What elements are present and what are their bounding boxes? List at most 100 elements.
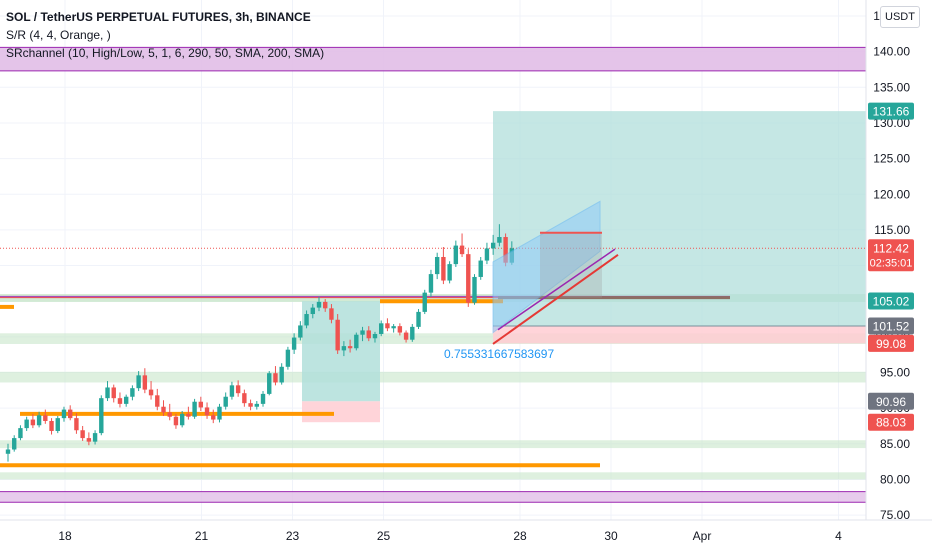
candle[interactable]	[167, 403, 172, 421]
candle[interactable]	[80, 425, 85, 441]
candle-body	[117, 398, 123, 404]
candle[interactable]	[441, 247, 446, 285]
candle[interactable]	[55, 415, 60, 434]
symbol-title[interactable]: SOL / TetherUS PERPETUAL FUTURES, 3h, BI…	[6, 10, 311, 24]
candle[interactable]	[267, 371, 272, 396]
candle[interactable]	[142, 368, 148, 394]
candle[interactable]	[434, 252, 440, 280]
time-axis[interactable]: 18 21 23 25 28 30 Apr 4	[0, 519, 932, 550]
candle[interactable]	[466, 249, 471, 307]
candle-body	[86, 438, 92, 442]
candle[interactable]	[304, 310, 309, 329]
candle-body	[18, 428, 23, 439]
candle[interactable]	[453, 240, 459, 267]
candle[interactable]	[92, 430, 98, 445]
candle-body	[198, 401, 204, 408]
candle[interactable]	[497, 224, 502, 247]
candle[interactable]	[472, 274, 477, 305]
candle[interactable]	[397, 323, 403, 336]
candle[interactable]	[422, 289, 427, 315]
candle[interactable]	[229, 381, 235, 400]
candle[interactable]	[242, 389, 247, 407]
candle[interactable]	[217, 403, 222, 423]
candle-body	[80, 430, 85, 439]
candle[interactable]	[117, 392, 123, 408]
candle[interactable]	[204, 402, 210, 419]
candle[interactable]	[341, 341, 347, 357]
indicator-srchannel[interactable]: SRchannel (10, High/Low, 5, 1, 6, 290, 5…	[6, 46, 325, 60]
candle[interactable]	[279, 363, 284, 385]
candle[interactable]	[285, 346, 291, 370]
candle[interactable]	[5, 443, 11, 462]
candle[interactable]	[186, 406, 191, 420]
candle[interactable]	[366, 326, 371, 342]
candle[interactable]	[385, 318, 390, 332]
candle-body	[397, 326, 403, 333]
candle[interactable]	[478, 256, 483, 280]
candle[interactable]	[111, 384, 116, 403]
candle[interactable]	[74, 413, 79, 434]
candle[interactable]	[161, 400, 166, 416]
candle[interactable]	[68, 405, 73, 421]
candle[interactable]	[223, 392, 228, 410]
candle[interactable]	[105, 381, 110, 402]
candle[interactable]	[179, 411, 185, 428]
annotation-ratio-text: 0.755331667583697	[444, 347, 554, 361]
candle[interactable]	[123, 394, 129, 407]
candle[interactable]	[490, 234, 496, 255]
candle[interactable]	[298, 321, 303, 341]
candle[interactable]	[148, 381, 154, 400]
candle[interactable]	[416, 309, 421, 330]
candle[interactable]	[459, 233, 465, 257]
candle[interactable]	[447, 261, 452, 284]
candle[interactable]	[173, 413, 179, 429]
candle[interactable]	[360, 326, 365, 342]
candle[interactable]	[130, 385, 135, 401]
candle[interactable]	[310, 304, 315, 319]
candle[interactable]	[49, 418, 54, 435]
candle[interactable]	[347, 339, 353, 353]
candle[interactable]	[316, 296, 322, 312]
candle[interactable]	[211, 409, 216, 424]
candle[interactable]	[30, 413, 36, 429]
candle[interactable]	[391, 324, 396, 333]
candle[interactable]	[36, 411, 42, 428]
candle[interactable]	[136, 371, 141, 392]
candle-body	[148, 389, 154, 396]
candle[interactable]	[86, 432, 92, 446]
candle-body	[5, 449, 11, 454]
candle[interactable]	[410, 324, 415, 342]
candle[interactable]	[155, 388, 160, 411]
candle[interactable]	[329, 304, 334, 324]
candle[interactable]	[291, 333, 297, 354]
candle[interactable]	[43, 409, 48, 424]
price-axis[interactable]: 75.0080.0085.0090.0095.00100.00105.00110…	[865, 0, 932, 522]
candle-body	[372, 333, 378, 339]
candle-body	[248, 403, 253, 407]
candle[interactable]	[235, 380, 241, 397]
candle[interactable]	[198, 396, 204, 412]
candle[interactable]	[484, 242, 490, 265]
time-tick-label: 18	[58, 529, 72, 543]
candle-body	[472, 276, 477, 303]
candle[interactable]	[18, 425, 23, 441]
candle[interactable]	[254, 401, 259, 410]
indicator-sr[interactable]: S/R (4, 4, Orange, )	[6, 28, 111, 42]
candle[interactable]	[61, 406, 67, 422]
candle[interactable]	[273, 366, 278, 386]
candle[interactable]	[335, 314, 340, 354]
candle[interactable]	[12, 435, 17, 452]
candle[interactable]	[323, 299, 328, 312]
candle[interactable]	[428, 269, 434, 297]
candle[interactable]	[379, 320, 384, 337]
candle[interactable]	[99, 395, 104, 436]
currency-button[interactable]: USDT	[880, 6, 920, 28]
candle[interactable]	[248, 399, 253, 411]
candle[interactable]	[372, 331, 378, 343]
candle[interactable]	[354, 332, 359, 351]
candle[interactable]	[403, 330, 409, 343]
candle[interactable]	[260, 391, 266, 407]
candle[interactable]	[24, 416, 29, 431]
candle[interactable]	[192, 398, 197, 419]
